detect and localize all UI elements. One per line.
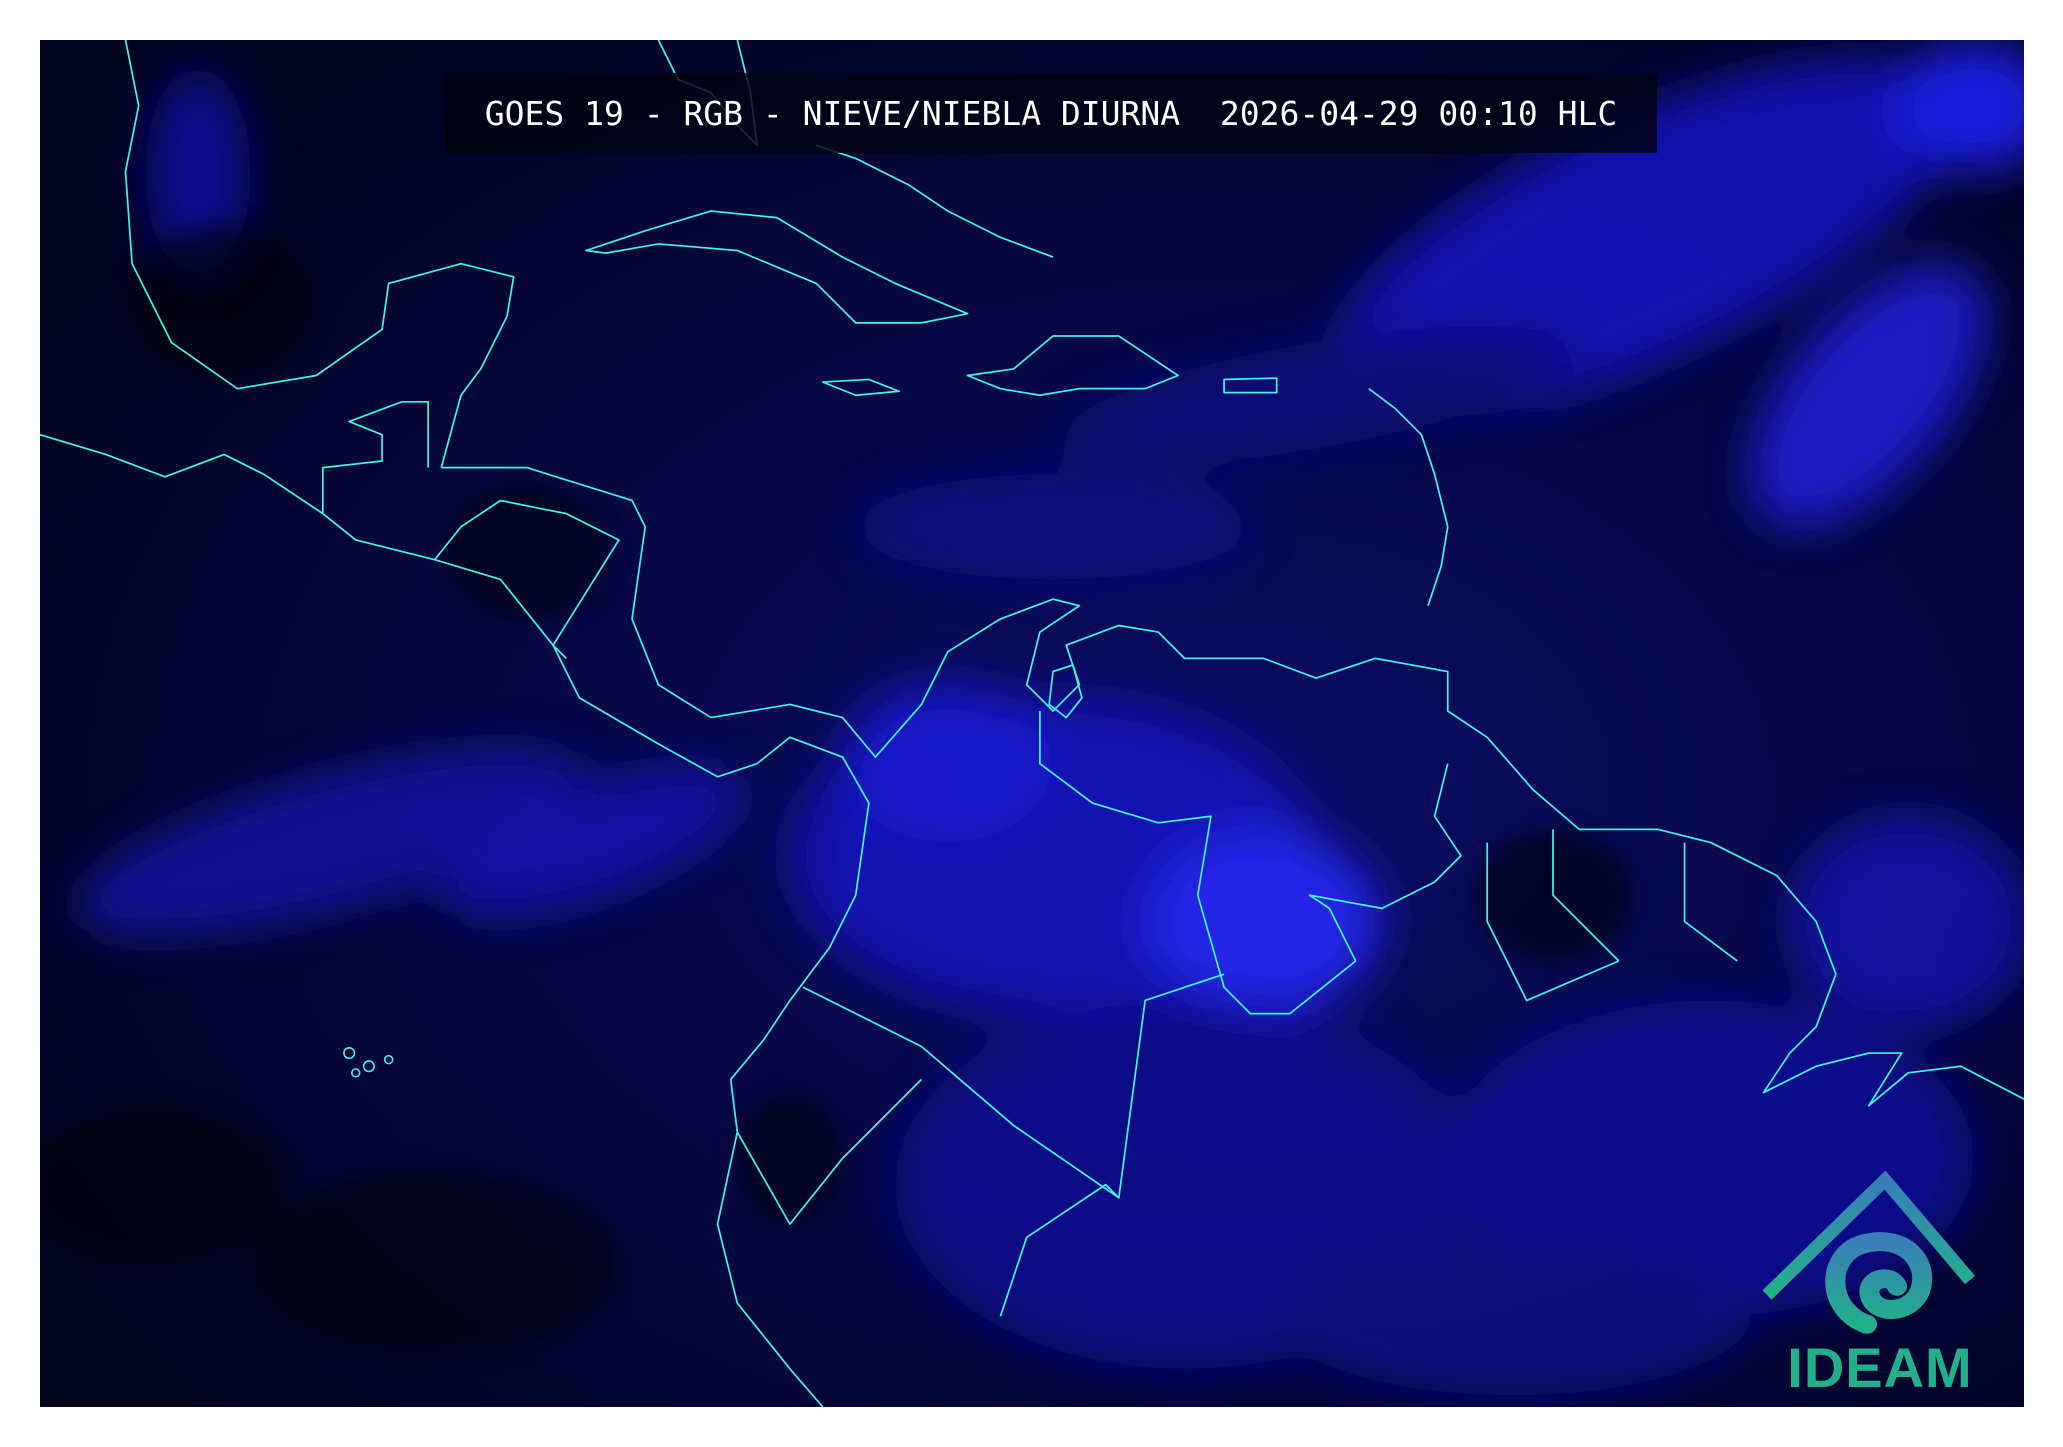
border-french-guiana: [1683, 842, 1738, 962]
jamaica: [821, 378, 900, 397]
border-venezuela-guyana-brazil: [1308, 763, 1462, 962]
ideam-logo: IDEAM: [1755, 1170, 2005, 1400]
cloud-layer: [74, 40, 2024, 1396]
border-guatemala: [322, 400, 429, 514]
lesser-antilles: [1368, 387, 1449, 607]
border-ecuador-peru: [736, 1078, 923, 1225]
border-colombia-south: [802, 973, 1225, 1199]
border-peru-brazil: [999, 1183, 1120, 1317]
image-title: GOES 19 - RGB - NIEVE/NIEBLA DIURNA 2026…: [484, 93, 1618, 133]
dark-land-patches: [40, 224, 1632, 1356]
ideam-logo-mark: [1762, 1170, 1975, 1334]
title-banner: GOES 19 - RGB - NIEVE/NIEBLA DIURNA 2026…: [445, 73, 1657, 153]
hispaniola: [966, 335, 1179, 397]
pacific-coast: [40, 433, 870, 1407]
border-central-america: [434, 499, 620, 659]
lake-maracaibo: [1048, 664, 1083, 719]
gulf-coast: [124, 40, 515, 468]
coastlines-borders: [40, 40, 2024, 1407]
border-guyana: [1486, 842, 1620, 1002]
satellite-imagery: [40, 40, 2024, 1407]
ideam-logo-text: IDEAM: [1787, 1336, 1973, 1399]
border-colombia-venezuela: [1039, 711, 1357, 1015]
satellite-map: GOES 19 - RGB - NIEVE/NIEBLA DIURNA 2026…: [40, 40, 2024, 1407]
caribbean-coast: [441, 466, 2024, 1107]
cuba: [585, 210, 969, 324]
pacific-islands: [343, 1047, 394, 1078]
bahamas: [815, 144, 1054, 258]
border-suriname: [1552, 829, 1620, 962]
puerto-rico: [1223, 377, 1278, 394]
